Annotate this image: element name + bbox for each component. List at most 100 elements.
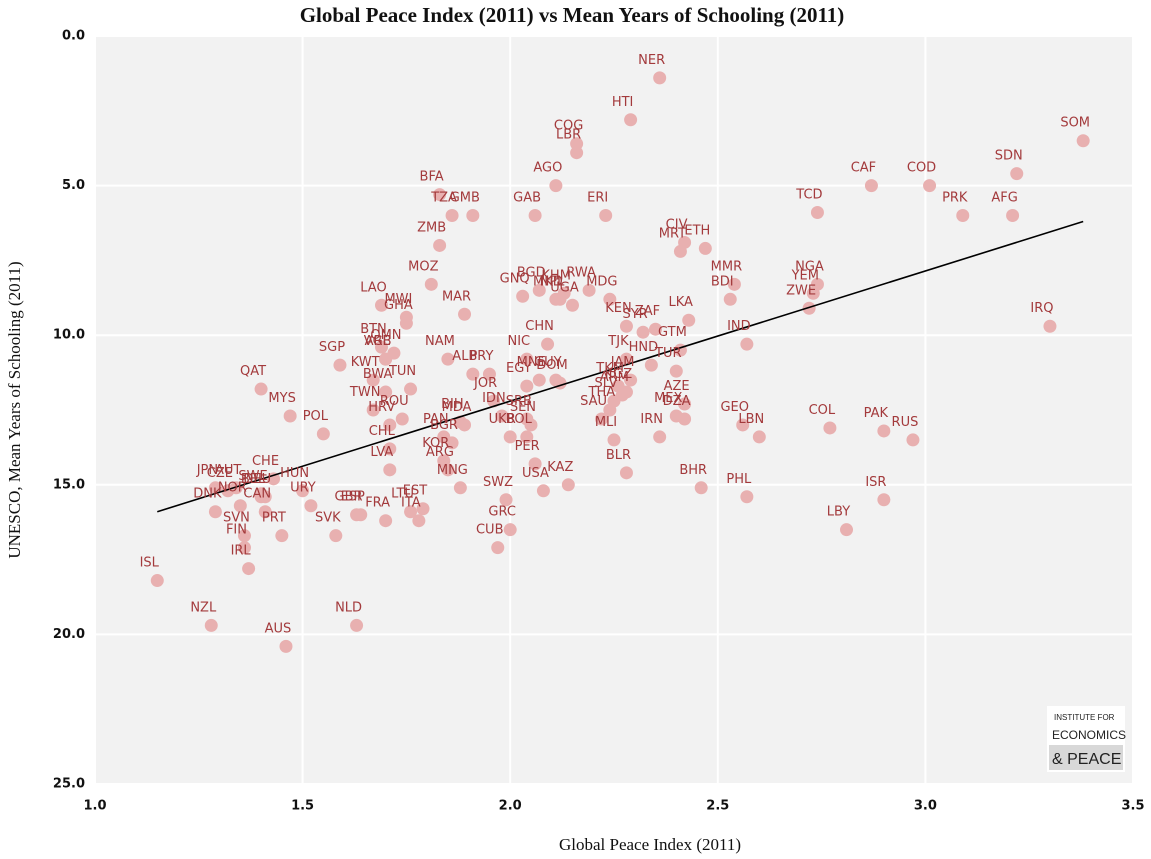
point [561, 478, 575, 492]
point [433, 188, 447, 202]
point-label: MDG [586, 274, 617, 289]
point [258, 490, 272, 504]
point-label: SYR [622, 307, 647, 322]
point [528, 209, 542, 223]
point-label: NPL [540, 274, 566, 289]
point-label: YEM [791, 268, 819, 283]
point-label: SRB [506, 394, 532, 409]
point [237, 541, 251, 555]
point-label: TKM [595, 361, 624, 376]
point-label: BFA [420, 170, 444, 185]
x-axis-label: Global Peace Index (2011) [559, 835, 741, 854]
point [520, 352, 534, 366]
point [864, 179, 878, 193]
point-label: ZWE [786, 283, 816, 298]
point-label: TJK [607, 334, 629, 349]
point-label: ROU [380, 394, 409, 409]
point [906, 433, 920, 447]
point-label: USA [522, 466, 549, 481]
point [495, 409, 509, 423]
point [499, 493, 513, 507]
point-label: PAK [864, 406, 889, 421]
point [653, 71, 667, 85]
point [1006, 209, 1020, 223]
logo-text: ECONOMICS [1052, 728, 1126, 742]
point-label: BLR [606, 448, 631, 463]
marks [150, 71, 1090, 653]
point [412, 514, 426, 528]
point-label: MNG [437, 463, 468, 478]
point-label: LBN [738, 412, 764, 427]
point [275, 529, 289, 543]
point-label: MEX [654, 391, 682, 406]
point-label: LVA [370, 445, 393, 460]
point [624, 113, 638, 127]
point-label: TUN [388, 364, 416, 379]
point-label: ZAF [635, 304, 660, 319]
point [279, 639, 293, 653]
point [482, 367, 496, 381]
point [487, 394, 501, 408]
point [752, 430, 766, 444]
point-label: BOL [506, 412, 533, 427]
y-tick-label: 10.0 [53, 328, 85, 343]
point-label: CHN [525, 319, 554, 334]
point [233, 499, 247, 513]
point-label: NZL [190, 600, 217, 615]
point-label: FRA [365, 496, 390, 511]
point [374, 340, 388, 354]
point [304, 499, 318, 513]
point [283, 409, 297, 423]
point-label: BTN [360, 322, 387, 337]
point-label: NOR [218, 481, 247, 496]
point-label: BEL [241, 472, 266, 487]
point-label: ITA [401, 496, 421, 511]
point [395, 412, 409, 426]
point [740, 337, 754, 351]
point-label: PRK [942, 191, 968, 206]
chart-title: Global Peace Index (2011) vs Mean Years … [300, 3, 845, 27]
point [221, 484, 235, 498]
point-label: EST [403, 484, 427, 499]
point [570, 137, 584, 151]
point [520, 430, 534, 444]
point-label: GNQ [500, 271, 530, 286]
trend-line [157, 220, 1084, 513]
point-label: ALB [452, 349, 477, 364]
point [416, 502, 430, 516]
point-label: GRC [488, 505, 516, 520]
y-tick-label: 0.0 [62, 29, 85, 44]
point-label: UKR [489, 412, 516, 427]
point [553, 292, 567, 306]
x-tick-label: 2.5 [706, 799, 729, 814]
point [383, 463, 397, 477]
point [374, 298, 388, 312]
point-label: ARG [426, 445, 454, 460]
point [258, 505, 272, 519]
logo-band [1049, 745, 1123, 770]
point-label: KHM [541, 268, 571, 283]
point [644, 358, 658, 372]
point [619, 385, 633, 399]
point [333, 358, 347, 372]
point-label: IRN [640, 412, 663, 427]
point-label: LTU [391, 487, 414, 502]
point-label: SDN [995, 149, 1023, 164]
point-label: COG [554, 119, 583, 134]
y-tick-label: 25.0 [53, 777, 85, 792]
logo: INSTITUTE FOR ECONOMICS & PEACE [1047, 706, 1126, 772]
point-label: TCD [795, 188, 822, 203]
point [673, 244, 687, 258]
point [316, 427, 330, 441]
point-label: DNK [193, 487, 222, 502]
point-label: MMR [711, 259, 742, 274]
point [466, 209, 480, 223]
point-label: CAN [243, 487, 271, 502]
point [404, 382, 418, 396]
point [740, 490, 754, 504]
point [445, 436, 459, 450]
point-label: AUS [265, 621, 292, 636]
point [532, 283, 546, 297]
point-label: NER [638, 53, 665, 68]
